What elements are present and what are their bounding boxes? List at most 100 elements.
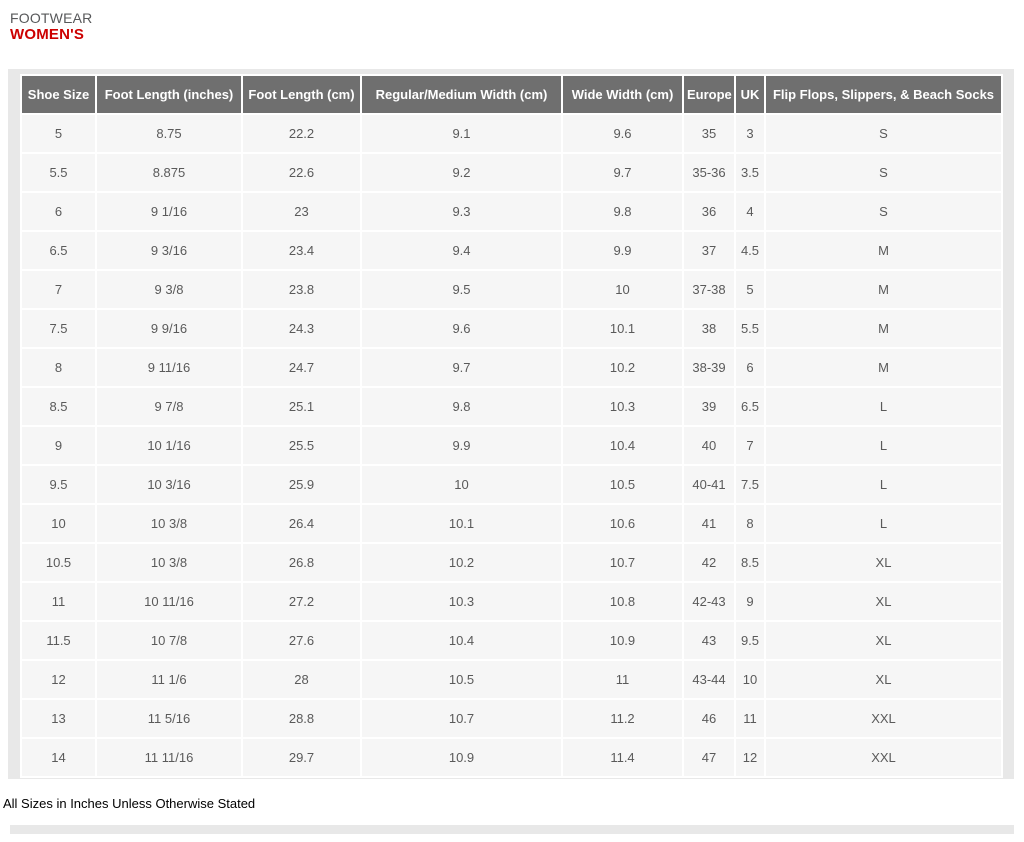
cell-regular-medium-width-cm: 10.1 [362, 505, 561, 542]
cell-shoe-size: 6 [22, 193, 95, 230]
cell-shoe-size: 8.5 [22, 388, 95, 425]
table-row: 11 10 11/16 27.2 10.3 10.8 42-43 9 XL [22, 583, 1001, 620]
cell-foot-length-inches: 9 9/16 [97, 310, 241, 347]
table-row: 10.5 10 3/8 26.8 10.2 10.7 42 8.5 XL [22, 544, 1001, 581]
cell-europe: 39 [684, 388, 734, 425]
cell-foot-length-cm: 22.6 [243, 154, 360, 191]
cell-shoe-size: 5.5 [22, 154, 95, 191]
cell-europe: 37-38 [684, 271, 734, 308]
cell-uk: 5 [736, 271, 764, 308]
cell-foot-length-inches: 8.75 [97, 115, 241, 152]
cell-flip-flops-slippers-beach-socks: XXL [766, 700, 1001, 737]
cell-wide-width-cm: 9.8 [563, 193, 682, 230]
table-row: 8.5 9 7/8 25.1 9.8 10.3 39 6.5 L [22, 388, 1001, 425]
table-row: 9 10 1/16 25.5 9.9 10.4 40 7 L [22, 427, 1001, 464]
cell-wide-width-cm: 10.3 [563, 388, 682, 425]
cell-flip-flops-slippers-beach-socks: S [766, 193, 1001, 230]
cell-flip-flops-slippers-beach-socks: XL [766, 622, 1001, 659]
cell-europe: 40 [684, 427, 734, 464]
table-row: 13 11 5/16 28.8 10.7 11.2 46 11 XXL [22, 700, 1001, 737]
cell-foot-length-inches: 10 7/8 [97, 622, 241, 659]
column-header-flip-flops-slippers-beach-socks: Flip Flops, Slippers, & Beach Socks [766, 76, 1001, 113]
cell-uk: 3 [736, 115, 764, 152]
cell-foot-length-cm: 27.2 [243, 583, 360, 620]
header-row: Shoe Size Foot Length (inches) Foot Length… [22, 76, 1001, 113]
cell-shoe-size: 8 [22, 349, 95, 386]
cell-shoe-size: 11 [22, 583, 95, 620]
cell-flip-flops-slippers-beach-socks: L [766, 427, 1001, 464]
column-header-europe: Europe [684, 76, 734, 113]
cell-foot-length-cm: 23 [243, 193, 360, 230]
table-row: 10 10 3/8 26.4 10.1 10.6 41 8 L [22, 505, 1001, 542]
cell-wide-width-cm: 9.6 [563, 115, 682, 152]
cell-wide-width-cm: 10.5 [563, 466, 682, 503]
cell-flip-flops-slippers-beach-socks: L [766, 505, 1001, 542]
cell-wide-width-cm: 10.2 [563, 349, 682, 386]
cell-regular-medium-width-cm: 9.4 [362, 232, 561, 269]
cell-regular-medium-width-cm: 9.1 [362, 115, 561, 152]
cell-foot-length-cm: 28.8 [243, 700, 360, 737]
cell-regular-medium-width-cm: 10.5 [362, 661, 561, 698]
cell-shoe-size: 12 [22, 661, 95, 698]
cell-uk: 9 [736, 583, 764, 620]
cell-europe: 35 [684, 115, 734, 152]
cell-wide-width-cm: 9.9 [563, 232, 682, 269]
cell-foot-length-inches: 10 3/8 [97, 544, 241, 581]
cell-wide-width-cm: 11 [563, 661, 682, 698]
table-row: 5.5 8.875 22.6 9.2 9.7 35-36 3.5 S [22, 154, 1001, 191]
cell-foot-length-cm: 24.7 [243, 349, 360, 386]
cell-foot-length-inches: 9 7/8 [97, 388, 241, 425]
cell-uk: 7 [736, 427, 764, 464]
cell-regular-medium-width-cm: 10.3 [362, 583, 561, 620]
cell-foot-length-cm: 25.1 [243, 388, 360, 425]
cell-europe: 43-44 [684, 661, 734, 698]
cell-regular-medium-width-cm: 9.8 [362, 388, 561, 425]
cell-wide-width-cm: 9.7 [563, 154, 682, 191]
table-row: 7.5 9 9/16 24.3 9.6 10.1 38 5.5 M [22, 310, 1001, 347]
cell-regular-medium-width-cm: 9.5 [362, 271, 561, 308]
cell-shoe-size: 10.5 [22, 544, 95, 581]
cell-foot-length-inches: 11 11/16 [97, 739, 241, 776]
bottom-divider [10, 825, 1014, 834]
sizes-footnote: All Sizes in Inches Unless Otherwise Sta… [3, 796, 256, 811]
cell-uk: 9.5 [736, 622, 764, 659]
cell-shoe-size: 7.5 [22, 310, 95, 347]
cell-uk: 6.5 [736, 388, 764, 425]
cell-wide-width-cm: 11.4 [563, 739, 682, 776]
cell-regular-medium-width-cm: 10.2 [362, 544, 561, 581]
cell-shoe-size: 14 [22, 739, 95, 776]
cell-regular-medium-width-cm: 9.6 [362, 310, 561, 347]
table-row: 11.5 10 7/8 27.6 10.4 10.9 43 9.5 XL [22, 622, 1001, 659]
cell-regular-medium-width-cm: 9.3 [362, 193, 561, 230]
cell-europe: 41 [684, 505, 734, 542]
cell-wide-width-cm: 11.2 [563, 700, 682, 737]
cell-shoe-size: 10 [22, 505, 95, 542]
cell-shoe-size: 5 [22, 115, 95, 152]
cell-foot-length-cm: 22.2 [243, 115, 360, 152]
cell-europe: 38-39 [684, 349, 734, 386]
cell-uk: 10 [736, 661, 764, 698]
cell-wide-width-cm: 10.7 [563, 544, 682, 581]
cell-regular-medium-width-cm: 10.7 [362, 700, 561, 737]
cell-foot-length-cm: 28 [243, 661, 360, 698]
cell-europe: 46 [684, 700, 734, 737]
cell-wide-width-cm: 10.1 [563, 310, 682, 347]
cell-uk: 3.5 [736, 154, 764, 191]
cell-flip-flops-slippers-beach-socks: M [766, 232, 1001, 269]
cell-foot-length-cm: 23.8 [243, 271, 360, 308]
category-label: FOOTWEAR [10, 10, 93, 26]
cell-foot-length-cm: 24.3 [243, 310, 360, 347]
cell-uk: 6 [736, 349, 764, 386]
cell-foot-length-inches: 11 1/6 [97, 661, 241, 698]
cell-foot-length-cm: 25.9 [243, 466, 360, 503]
cell-flip-flops-slippers-beach-socks: XL [766, 583, 1001, 620]
column-header-regular-medium-width-cm: Regular/Medium Width (cm) [362, 76, 561, 113]
cell-europe: 40-41 [684, 466, 734, 503]
column-header-foot-length-inches: Foot Length (inches) [97, 76, 241, 113]
cell-europe: 43 [684, 622, 734, 659]
cell-flip-flops-slippers-beach-socks: XXL [766, 739, 1001, 776]
size-chart-panel: Shoe Size Foot Length (inches) Foot Length… [8, 69, 1014, 779]
cell-wide-width-cm: 10.8 [563, 583, 682, 620]
